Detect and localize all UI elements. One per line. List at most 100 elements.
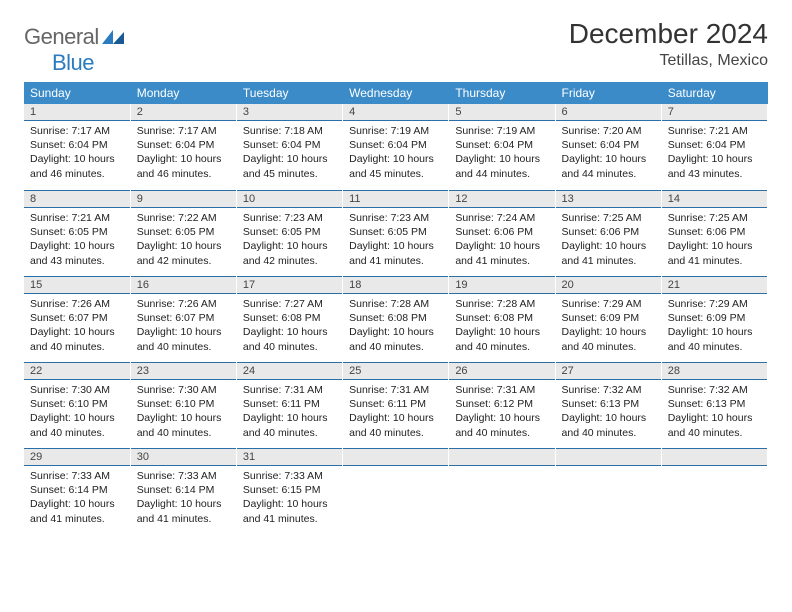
day-cell: 29Sunrise: 7:33 AMSunset: 6:14 PMDayligh… (24, 448, 130, 534)
sunrise-label: Sunrise: (455, 298, 494, 310)
sunset-value: 6:12 PM (494, 398, 533, 410)
logo-icon (102, 24, 124, 40)
day-number: 25 (343, 362, 448, 380)
day-number (556, 448, 661, 466)
day-cell: 23Sunrise: 7:30 AMSunset: 6:10 PMDayligh… (130, 362, 236, 448)
title-block: December 2024 Tetillas, Mexico (569, 18, 768, 70)
day-cell: 21Sunrise: 7:29 AMSunset: 6:09 PMDayligh… (661, 276, 767, 362)
day-number: 13 (556, 190, 661, 208)
sunset-value: 6:11 PM (281, 398, 319, 410)
day-cell: 6Sunrise: 7:20 AMSunset: 6:04 PMDaylight… (555, 104, 661, 190)
sunrise-label: Sunrise: (243, 470, 282, 482)
sunrise-label: Sunrise: (455, 212, 494, 224)
sunrise-value: 7:25 AM (709, 212, 748, 224)
day-data: Sunrise: 7:33 AMSunset: 6:14 PMDaylight:… (131, 466, 236, 532)
day-number: 28 (662, 362, 767, 380)
sunset-value: 6:08 PM (281, 312, 320, 324)
day-number: 27 (556, 362, 661, 380)
sunrise-value: 7:27 AM (284, 298, 323, 310)
sunrise-label: Sunrise: (137, 125, 176, 137)
sunset-label: Sunset: (562, 398, 598, 410)
day-number (343, 448, 448, 466)
day-number: 30 (131, 448, 236, 466)
day-number: 2 (131, 104, 236, 121)
sunset-value: 6:09 PM (600, 312, 639, 324)
sunset-label: Sunset: (137, 226, 173, 238)
sunrise-label: Sunrise: (137, 298, 176, 310)
sunrise-value: 7:26 AM (71, 298, 110, 310)
day-number: 10 (237, 190, 342, 208)
sunset-label: Sunset: (562, 226, 598, 238)
sunset-value: 6:06 PM (494, 226, 533, 238)
day-data: Sunrise: 7:28 AMSunset: 6:08 PMDaylight:… (343, 294, 448, 360)
sunset-label: Sunset: (30, 139, 66, 151)
sunset-value: 6:14 PM (69, 484, 108, 496)
sunset-value: 6:04 PM (388, 139, 427, 151)
day-data: Sunrise: 7:17 AMSunset: 6:04 PMDaylight:… (24, 121, 130, 187)
week-row: 1Sunrise: 7:17 AMSunset: 6:04 PMDaylight… (24, 104, 768, 190)
day-data: Sunrise: 7:31 AMSunset: 6:11 PMDaylight:… (237, 380, 342, 446)
sunrise-value: 7:30 AM (71, 384, 110, 396)
day-cell: 15Sunrise: 7:26 AMSunset: 6:07 PMDayligh… (24, 276, 130, 362)
sunrise-value: 7:29 AM (709, 298, 748, 310)
day-data: Sunrise: 7:23 AMSunset: 6:05 PMDaylight:… (237, 208, 342, 274)
sunrise-label: Sunrise: (562, 384, 601, 396)
day-cell: 1Sunrise: 7:17 AMSunset: 6:04 PMDaylight… (24, 104, 130, 190)
day-data: Sunrise: 7:33 AMSunset: 6:15 PMDaylight:… (237, 466, 342, 532)
day-number: 21 (662, 276, 767, 294)
sunrise-value: 7:19 AM (497, 125, 536, 137)
sunset-label: Sunset: (455, 139, 491, 151)
day-cell: 19Sunrise: 7:28 AMSunset: 6:08 PMDayligh… (449, 276, 555, 362)
sunset-value: 6:05 PM (388, 226, 427, 238)
sunset-value: 6:04 PM (175, 139, 214, 151)
day-data: Sunrise: 7:27 AMSunset: 6:08 PMDaylight:… (237, 294, 342, 360)
sunrise-value: 7:22 AM (178, 212, 217, 224)
sunset-label: Sunset: (455, 312, 491, 324)
day-cell: 31Sunrise: 7:33 AMSunset: 6:15 PMDayligh… (236, 448, 342, 534)
sunrise-value: 7:24 AM (497, 212, 536, 224)
sunset-value: 6:05 PM (281, 226, 320, 238)
sunrise-value: 7:32 AM (603, 384, 642, 396)
sunrise-value: 7:29 AM (603, 298, 642, 310)
sunrise-label: Sunrise: (30, 298, 69, 310)
day-cell: 17Sunrise: 7:27 AMSunset: 6:08 PMDayligh… (236, 276, 342, 362)
daylight-label: Daylight: (243, 240, 284, 252)
day-data: Sunrise: 7:26 AMSunset: 6:07 PMDaylight:… (131, 294, 236, 360)
day-cell: 12Sunrise: 7:24 AMSunset: 6:06 PMDayligh… (449, 190, 555, 276)
day-number: 9 (131, 190, 236, 208)
sunset-label: Sunset: (455, 398, 491, 410)
day-number: 19 (449, 276, 554, 294)
day-header-thursday: Thursday (449, 82, 555, 104)
day-cell (343, 448, 449, 534)
sunset-value: 6:04 PM (600, 139, 639, 151)
daylight-label: Daylight: (243, 412, 284, 424)
sunset-value: 6:14 PM (175, 484, 214, 496)
logo-text-general: General (24, 24, 99, 49)
sunset-label: Sunset: (349, 139, 385, 151)
day-data: Sunrise: 7:31 AMSunset: 6:11 PMDaylight:… (343, 380, 448, 446)
daylight-label: Daylight: (455, 326, 496, 338)
day-header-monday: Monday (130, 82, 236, 104)
day-number: 23 (131, 362, 236, 380)
day-cell: 28Sunrise: 7:32 AMSunset: 6:13 PMDayligh… (661, 362, 767, 448)
daylight-label: Daylight: (668, 240, 709, 252)
day-cell: 20Sunrise: 7:29 AMSunset: 6:09 PMDayligh… (555, 276, 661, 362)
sunset-label: Sunset: (349, 226, 385, 238)
sunset-label: Sunset: (243, 484, 279, 496)
daylight-label: Daylight: (349, 326, 390, 338)
calendar-table: SundayMondayTuesdayWednesdayThursdayFrid… (24, 82, 768, 534)
day-data: Sunrise: 7:22 AMSunset: 6:05 PMDaylight:… (131, 208, 236, 274)
sunrise-value: 7:31 AM (391, 384, 430, 396)
logo-text-blue: Blue (52, 50, 94, 75)
sunset-value: 6:04 PM (706, 139, 745, 151)
daylight-label: Daylight: (562, 240, 603, 252)
daylight-label: Daylight: (562, 412, 603, 424)
sunrise-label: Sunrise: (562, 212, 601, 224)
day-number: 31 (237, 448, 342, 466)
day-header-saturday: Saturday (661, 82, 767, 104)
sunset-label: Sunset: (137, 484, 173, 496)
sunset-value: 6:08 PM (388, 312, 427, 324)
day-cell: 5Sunrise: 7:19 AMSunset: 6:04 PMDaylight… (449, 104, 555, 190)
month-title: December 2024 (569, 18, 768, 50)
day-number: 26 (449, 362, 554, 380)
